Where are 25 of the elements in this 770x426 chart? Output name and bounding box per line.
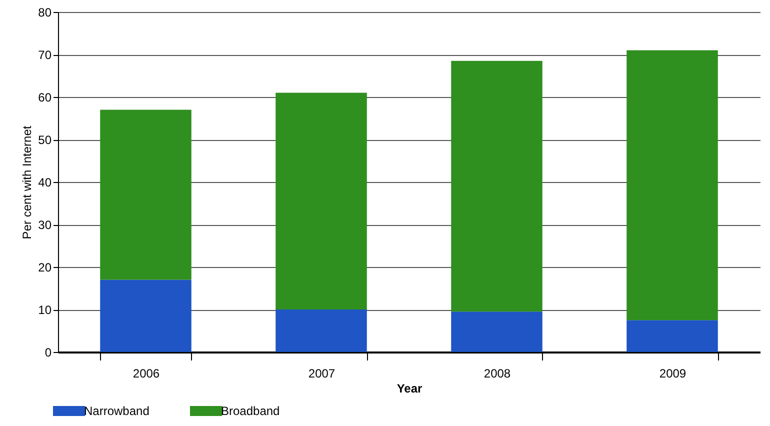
bar [276,92,367,310]
y-tick-label: 70 [38,48,52,62]
bar [276,310,367,352]
y-tick-label: 30 [38,218,52,232]
y-tick-label: 0 [44,346,52,360]
legend-label: Broadband [221,404,280,418]
x-tick-label: 2008 [484,366,511,380]
y-tick-label: 50 [38,133,52,147]
bar [100,110,192,280]
x-tick-label: 2006 [132,366,160,380]
bar [626,50,718,320]
legend-label: Narrowband [84,404,150,418]
x-axis-title: Year [396,382,423,396]
bar [100,280,192,352]
y-axis-title: Per cent with Internet [20,125,34,240]
y-tick-label: 80 [38,6,52,20]
y-tick-label: 60 [38,90,52,104]
x-tick-label: 2007 [308,366,336,380]
y-tick-label: 40 [38,176,52,190]
y-tick-label: 20 [38,260,52,274]
y-tick-label: 10 [38,303,52,317]
x-tick-label: 2009 [659,366,686,380]
bar [626,320,718,352]
bar [451,60,542,312]
bar [451,312,542,352]
